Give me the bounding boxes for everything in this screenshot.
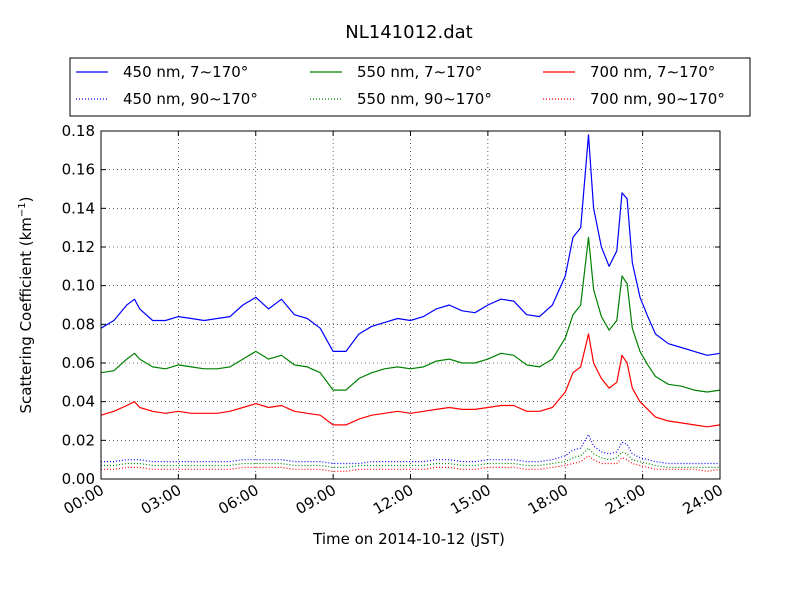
legend-label: 700 nm, 7∼170° — [590, 63, 715, 81]
legend-label: 550 nm, 90∼170° — [357, 90, 492, 108]
y-tick-label: 0.00 — [62, 470, 95, 488]
series-line — [100, 134, 721, 356]
legend-label: 450 nm, 90∼170° — [123, 90, 258, 108]
series-line — [101, 447, 720, 468]
y-tick-label: 0.12 — [62, 238, 95, 256]
y-axis-label-close: ) — [17, 196, 35, 202]
x-axis-label: Time on 2014-10-12 (JST) — [312, 530, 505, 548]
y-tick-label: 0.08 — [62, 315, 95, 333]
y-axis-label-superscript: −1 — [17, 202, 28, 217]
series-layer — [100, 134, 721, 472]
series-line — [101, 433, 720, 465]
y-tick-label: 0.06 — [62, 354, 95, 372]
y-tick-label: 0.18 — [62, 122, 95, 140]
y-tick-label: 0.14 — [62, 199, 95, 217]
series-line — [100, 333, 721, 428]
chart-title: NL141012.dat — [345, 22, 472, 43]
series-line — [101, 455, 721, 472]
legend-label: 700 nm, 90∼170° — [590, 90, 725, 108]
legend: 450 nm, 7∼170° 450 nm, 90∼170° 550 nm, 7∼1… — [69, 57, 751, 117]
y-tick-label: 0.02 — [62, 431, 95, 449]
y-axis-label: Scattering Coefficient (km−1) — [17, 196, 35, 413]
plot-background — [101, 131, 720, 479]
series-line — [100, 236, 721, 393]
y-tick-label: 0.16 — [62, 161, 95, 179]
y-tick-label: 0.04 — [62, 393, 95, 411]
y-tick-label: 0.10 — [62, 277, 95, 295]
y-axis-label-text: Scattering Coefficient (km — [17, 217, 35, 413]
legend-label: 550 nm, 7∼170° — [357, 63, 482, 81]
legend-label: 450 nm, 7∼170° — [123, 63, 248, 81]
legend-frame — [69, 57, 751, 117]
